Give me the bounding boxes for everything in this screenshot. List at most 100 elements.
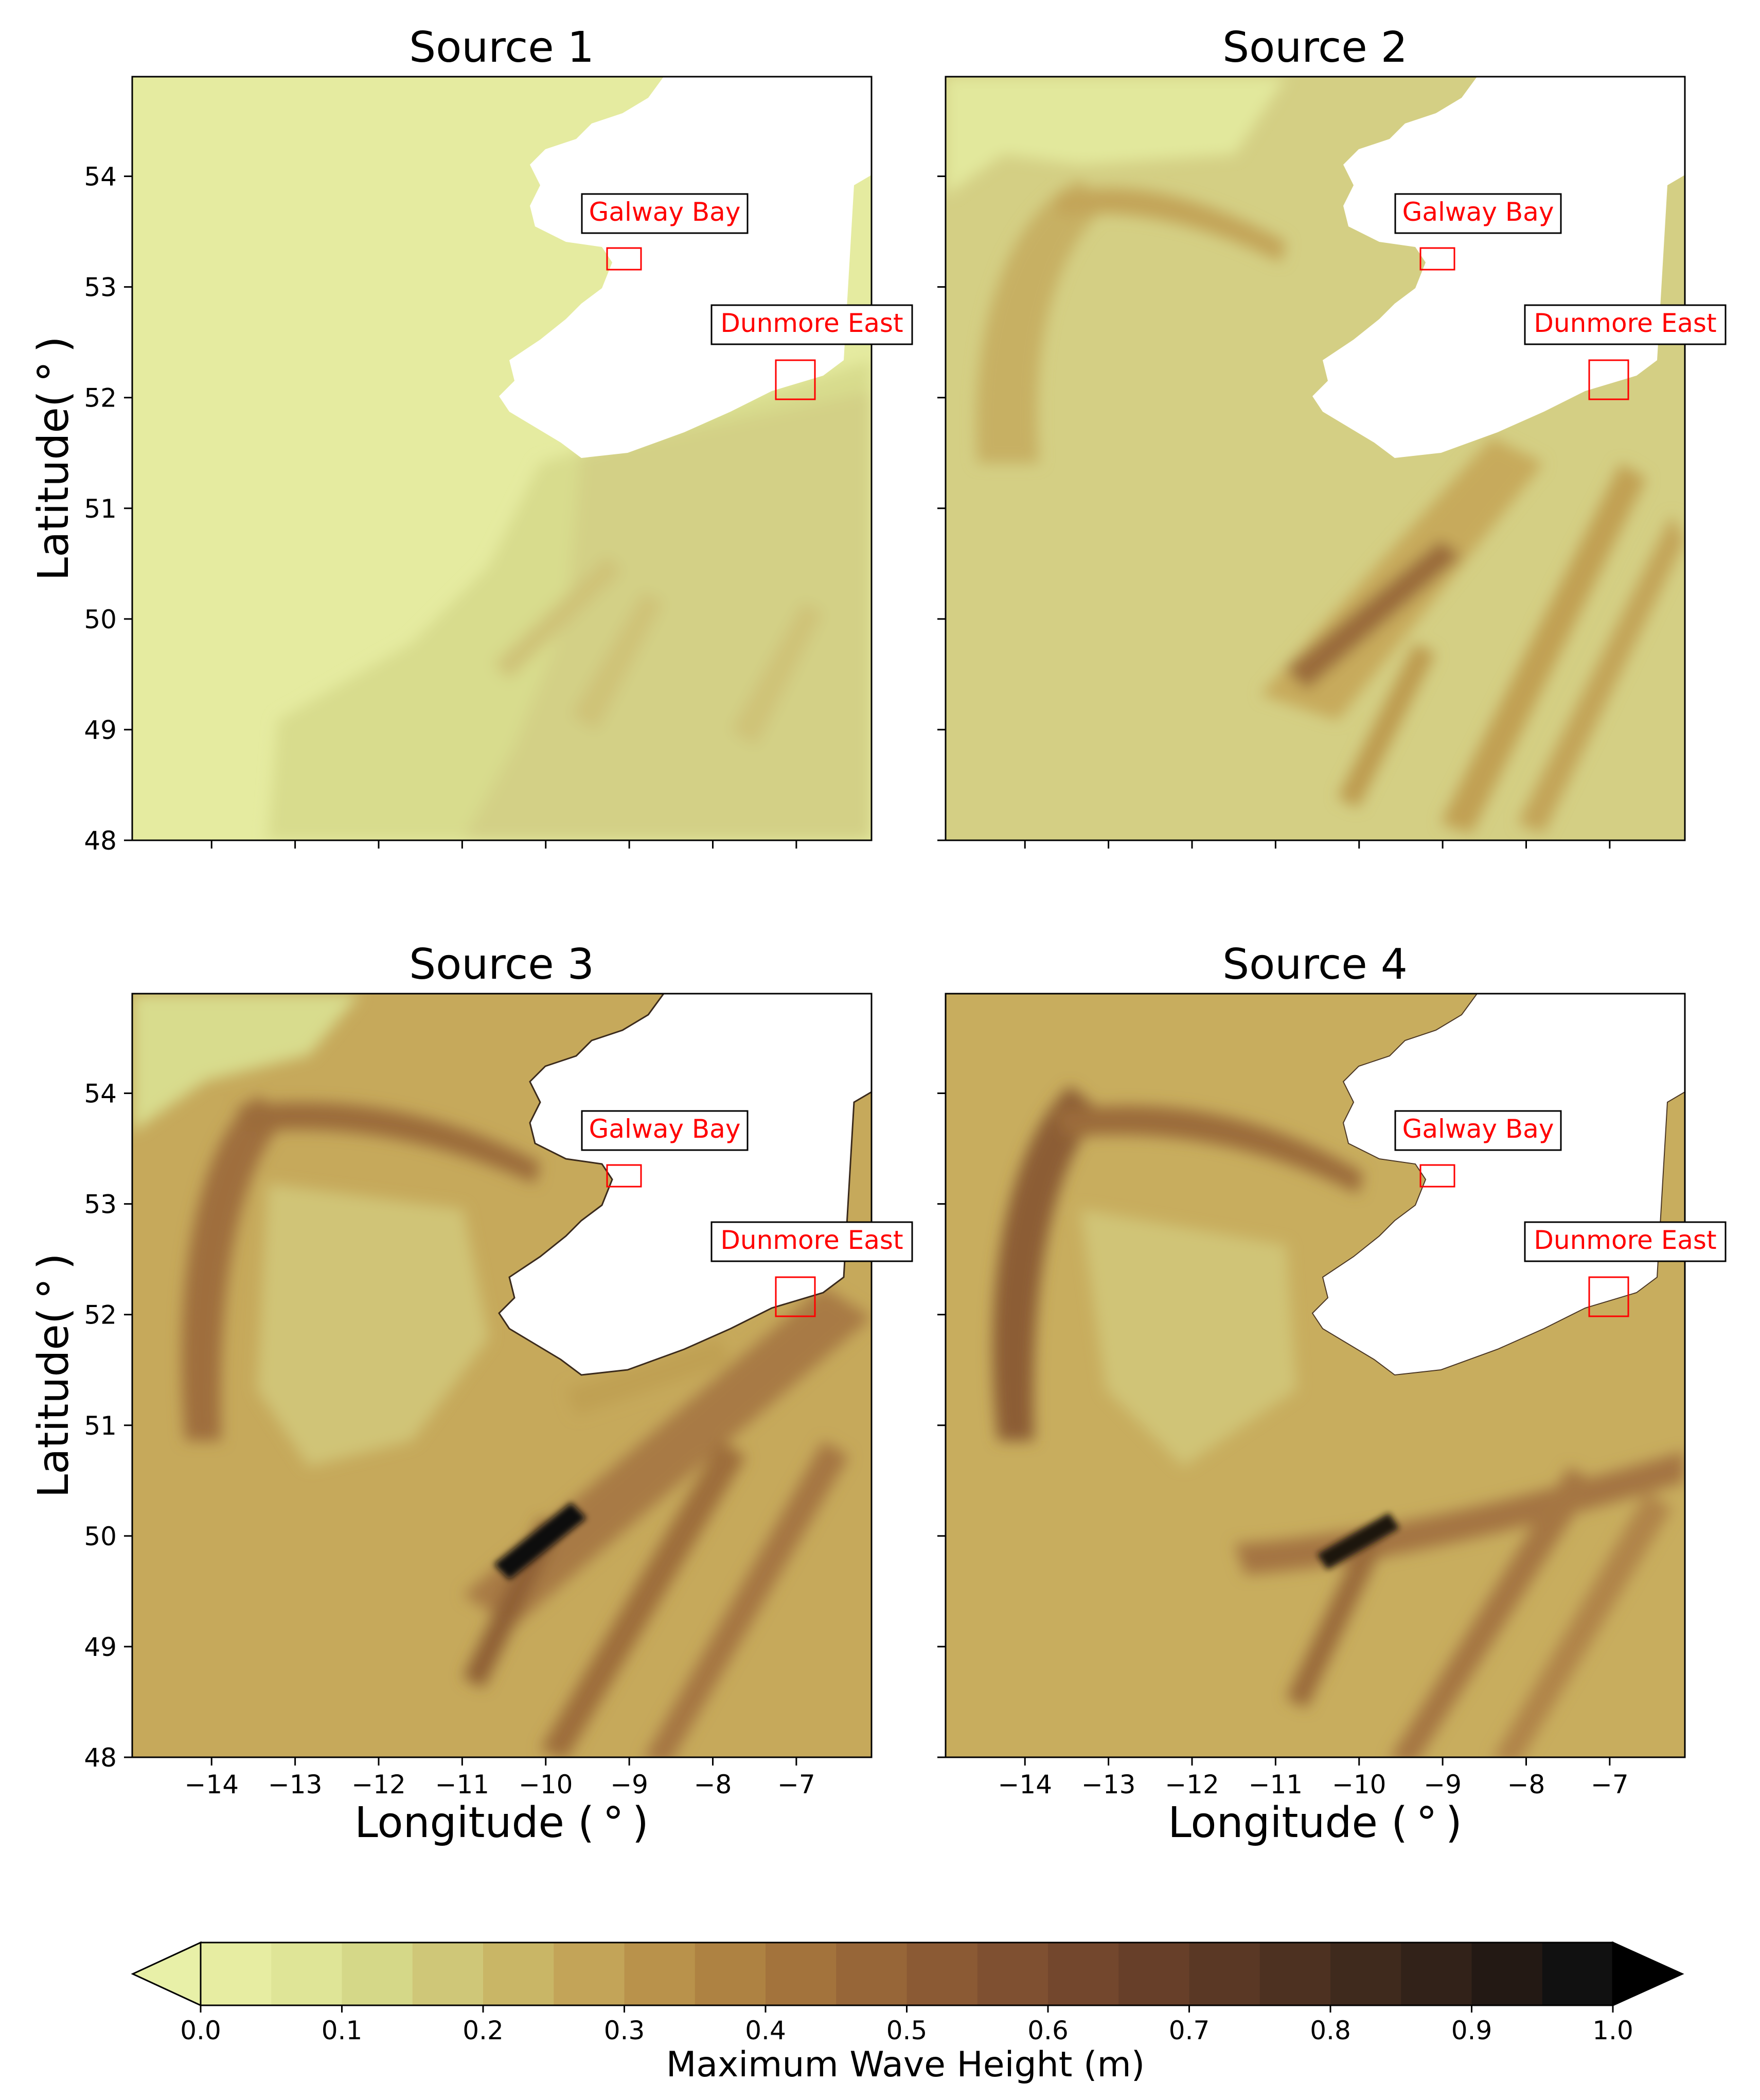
y-tick-label: 50 [84, 605, 117, 634]
svg-text:Dunmore East: Dunmore East [720, 1225, 903, 1255]
y-tick-label: 53 [84, 1190, 117, 1220]
x-tick-label: −10 [519, 1770, 573, 1799]
panel-title: Source 2 [1222, 23, 1408, 72]
colorbar-swatch [1542, 1943, 1613, 2005]
colorbar-swatch [695, 1943, 766, 2005]
ylabel-top: Latitude( ° ) [29, 336, 78, 580]
colorbar-tick-label: 0.2 [463, 2016, 504, 2045]
x-tick-label: −14 [184, 1770, 239, 1799]
map-field [132, 77, 872, 840]
colorbar-swatch [1048, 1943, 1119, 2005]
peak-wave-region [494, 1503, 586, 1580]
land-mass [1311, 994, 1685, 1376]
colorbar-swatch [1401, 1943, 1472, 2005]
y-tick-label: 54 [84, 162, 117, 192]
colorbar-tick-label: 0.1 [322, 2016, 363, 2045]
colorbar-label: Maximum Wave Height (m) [666, 2044, 1145, 2085]
axes: 48 49 50 51 52 53 54 −14 −13 −12 −11 −10 −9 −8 −7 48 49 5… [84, 162, 1628, 1799]
panel-title: Source 3 [409, 940, 594, 989]
colorbar-tick-label: 0.9 [1451, 2016, 1492, 2045]
colorbar-swatch [836, 1943, 908, 2005]
y-tick-label: 48 [84, 826, 117, 856]
map-field [946, 77, 1685, 840]
ylabel-bottom: Latitude( ° ) [29, 1253, 78, 1497]
map-field [132, 994, 872, 1757]
colorbar-swatch [977, 1943, 1048, 2005]
colorbar-tick-label: 0.8 [1310, 2016, 1351, 2045]
svg-text:Galway Bay: Galway Bay [589, 197, 741, 227]
x-tick-label: −9 [610, 1770, 648, 1799]
panel-source-3: Source 3 Galway Bay [131, 940, 913, 1758]
y-tick-label: 48 [84, 1743, 117, 1773]
colorbar-tick-label: 1.0 [1592, 2016, 1633, 2045]
x-tick-label: −10 [1332, 1770, 1386, 1799]
svg-text:Galway Bay: Galway Bay [1402, 197, 1554, 227]
panel-title: Source 4 [1222, 940, 1408, 989]
colorbar-swatch [1189, 1943, 1260, 2005]
y-tick-label: 49 [84, 1632, 117, 1662]
colorbar-swatch [1118, 1943, 1190, 2005]
xlabel-right: Longitude ( ° ) [1168, 1798, 1462, 1847]
svg-text:Dunmore East: Dunmore East [720, 308, 903, 338]
x-tick-label: −11 [1249, 1770, 1303, 1799]
colorbar-swatch [483, 1943, 555, 2005]
panel-title: Source 1 [409, 23, 594, 72]
annotation-galway-bay: Galway Bay [1394, 1110, 1562, 1188]
panel-source-1: Source 1 Galway Bay Dunmore East [131, 23, 913, 841]
peak-wave-region [1317, 1513, 1399, 1569]
colorbar-swatch [1471, 1943, 1543, 2005]
panel-source-4: Source 4 Galway Bay Dunmore East [945, 940, 1727, 1758]
x-tick-label: −8 [694, 1770, 732, 1799]
y-tick-label: 51 [84, 494, 117, 524]
colorbar-swatch [271, 1943, 343, 2005]
annotation-galway-bay: Galway Bay [581, 1110, 749, 1188]
plot-frame [945, 76, 1686, 841]
colorbar-tick-label: 0.5 [886, 2016, 928, 2045]
map-field [946, 994, 1685, 1757]
x-tick-label: −7 [1591, 1770, 1629, 1799]
x-tick-label: −12 [1165, 1770, 1219, 1799]
svg-text:Galway Bay: Galway Bay [589, 1114, 741, 1144]
panel-source-2: Source 2 Galway Bay Dunmore Ea [945, 23, 1727, 841]
svg-text:Dunmore East: Dunmore East [1534, 1225, 1716, 1255]
colorbar-extend-high [1612, 1941, 1684, 2007]
y-tick-label: 51 [84, 1411, 117, 1441]
x-tick-label: −8 [1507, 1770, 1545, 1799]
annotation-dunmore-east: Dunmore East [710, 1221, 913, 1317]
colorbar-swatch [766, 1943, 837, 2005]
x-tick-label: −7 [777, 1770, 815, 1799]
colorbar-swatch [624, 1943, 696, 2005]
colorbar: 0.0 0.1 0.2 0.3 0.4 0.5 0.6 0.7 0.8 0.9 1.0 [131, 1941, 1684, 2045]
colorbar-tick-label: 0.7 [1169, 2016, 1210, 2045]
x-tick-label: −12 [351, 1770, 406, 1799]
annotation-galway-bay: Galway Bay [1394, 193, 1562, 271]
colorbar-swatch [201, 1943, 272, 2005]
colorbar-swatch [1330, 1943, 1402, 2005]
xlabel-left: Longitude ( ° ) [354, 1798, 649, 1847]
colorbar-tick-label: 0.4 [745, 2016, 786, 2045]
y-tick-label: 52 [84, 383, 117, 413]
annotation-dunmore-east: Dunmore East [1524, 304, 1727, 400]
land-mass [1312, 77, 1685, 458]
land-mass [499, 77, 872, 458]
plot-frame [131, 993, 873, 1758]
annotation-dunmore-east: Dunmore East [710, 304, 913, 400]
annotation-galway-bay: Galway Bay [581, 193, 749, 271]
annotation-dunmore-east: Dunmore East [1524, 1221, 1727, 1317]
x-tick-label: −14 [998, 1770, 1052, 1799]
colorbar-tick-label: 0.6 [1027, 2016, 1069, 2045]
colorbar-swatch [342, 1943, 413, 2005]
colorbar-swatch [412, 1943, 484, 2005]
y-tick-label: 54 [84, 1079, 117, 1109]
colorbar-extend-low [131, 1941, 202, 2007]
colorbar-swatch [906, 1943, 978, 2005]
colorbar-swatch [1259, 1943, 1331, 2005]
y-tick-label: 53 [84, 273, 117, 303]
x-tick-label: −13 [268, 1770, 323, 1799]
plot-frame [131, 76, 873, 841]
svg-text:Galway Bay: Galway Bay [1402, 1114, 1554, 1144]
colorbar-swatch [554, 1943, 625, 2005]
land-mass [498, 994, 872, 1376]
y-tick-label: 49 [84, 715, 117, 745]
